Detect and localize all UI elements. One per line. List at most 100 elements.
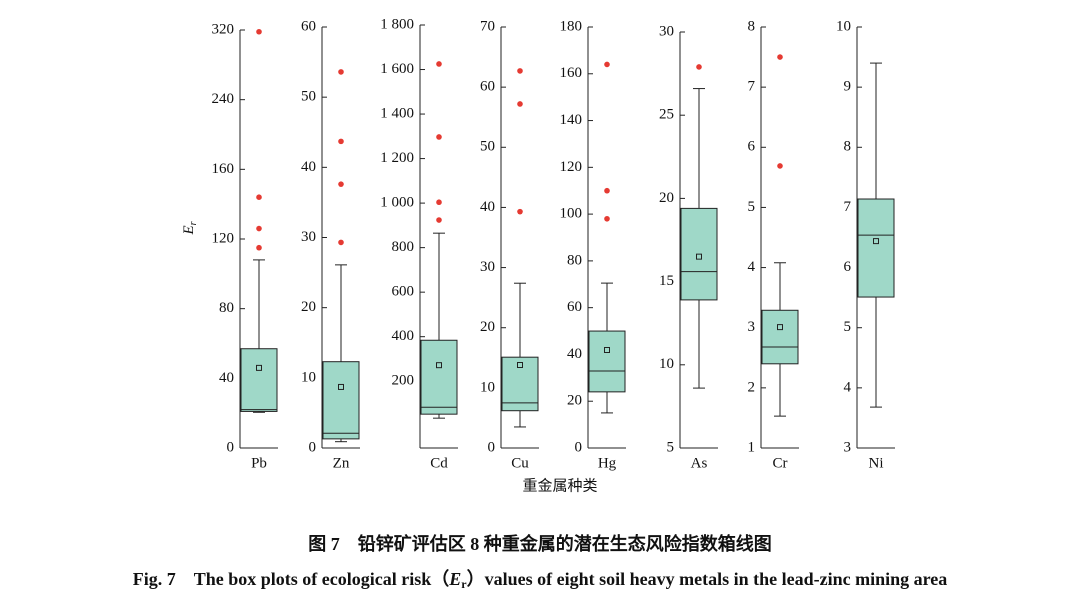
y-tick-label: 6 [748,139,756,155]
y-tick-label: 1 [748,439,756,455]
y-tick-label: 180 [560,18,583,34]
box [240,348,278,412]
y-tick-label: 25 [659,107,674,123]
outlier [696,64,702,70]
y-tick-label: 10 [836,18,851,34]
y-tick-label: 6 [844,259,852,275]
y-tick-label: 80 [567,252,582,268]
outlier [517,101,523,107]
y-tick-label: 20 [567,393,582,409]
y-tick-label: 9 [844,79,852,95]
y-tick-label: 1 200 [380,150,414,166]
x-tick-label: Zn [333,455,350,471]
outlier [338,239,344,246]
x-tick-label: Ni [869,455,884,471]
y-tick-label: 70 [480,18,495,34]
box [501,356,539,412]
caption-en-subscript: r [461,577,467,591]
y-tick-label: 5 [844,319,852,335]
y-tick-label: 40 [219,370,234,386]
y-tick-label: 2 [748,379,756,395]
y-tick-label: 3 [748,319,756,335]
outlier [517,68,523,74]
mean [517,362,523,369]
y-tick-label: 40 [301,159,316,175]
mean [436,362,442,369]
x-tick-label: As [691,455,708,471]
y-tick-label: 600 [392,284,415,300]
x-axis-title: 重金属种类 [522,477,597,494]
mean [256,364,262,371]
mean [604,347,610,354]
y-tick-label: 4 [844,379,852,395]
y-tick-label: 0 [488,439,496,455]
y-tick-label: 3 [844,439,852,455]
mean [696,253,702,260]
x-tick-label: Cr [773,455,788,471]
y-tick-label: 1 600 [380,61,414,77]
outlier [256,194,262,200]
y-tick-label: 800 [392,239,415,255]
mean [777,324,783,331]
y-tick-label: 30 [659,23,674,39]
y-tick-label: 30 [480,259,495,275]
y-tick-label: 40 [480,199,495,215]
y-axis-title: Er [181,221,199,235]
y-tick-label: 50 [480,139,495,155]
outlier [777,54,783,60]
outlier [256,28,262,35]
y-tick-label: 160 [560,65,583,81]
y-tick-label: 15 [659,273,674,289]
outlier [436,199,442,206]
outlier [604,187,610,194]
box [857,198,895,298]
caption-en-part: Fig. 7 The box plots of ecological risk（ [133,569,450,589]
y-tick-label: 10 [659,356,674,372]
outlier [777,163,783,169]
y-tick-label: 40 [567,346,582,362]
y-axis-title-subscript: r [188,221,199,225]
outlier [436,134,442,140]
y-tick-label: 100 [560,206,583,222]
outlier [256,225,262,232]
outlier [436,217,442,223]
outlier [604,61,610,68]
y-tick-label: 30 [301,229,316,245]
y-axis-title-symbol: E [181,225,197,235]
x-tick-label: Pb [251,455,267,471]
mean [338,383,344,390]
y-tick-label: 4 [748,259,756,275]
y-tick-label: 5 [667,439,675,455]
y-tick-label: 400 [392,328,415,344]
caption-en-symbol: E [448,569,461,589]
outlier [338,69,344,75]
box [761,309,799,365]
y-tick-label: 320 [212,21,235,37]
y-tick-label: 120 [212,230,235,246]
y-tick-label: 0 [309,439,317,455]
y-tick-label: 1 800 [380,16,414,32]
caption-en: Fig. 7 The box plots of ecological risk（… [133,569,948,591]
outlier [338,181,344,187]
y-tick-label: 1 400 [380,105,414,121]
x-tick-label: Hg [598,455,617,471]
y-tick-label: 200 [392,373,415,389]
y-tick-label: 50 [301,89,316,105]
y-tick-label: 10 [480,379,495,395]
y-tick-label: 80 [219,300,234,316]
y-tick-label: 0 [227,439,235,455]
y-tick-label: 140 [560,112,583,128]
caption-cn: 图 7 铅锌矿评估区 8 种重金属的潜在生态风险指数箱线图 [308,533,772,554]
y-tick-label: 60 [301,18,316,34]
outlier [436,61,442,67]
y-tick-label: 7 [748,79,756,95]
outlier [517,208,523,215]
y-tick-label: 8 [844,139,852,155]
y-tick-label: 60 [480,79,495,95]
box [588,330,626,393]
y-tick-label: 240 [212,91,235,107]
outlier [256,244,262,251]
y-tick-label: 60 [567,299,582,315]
box [322,361,360,440]
